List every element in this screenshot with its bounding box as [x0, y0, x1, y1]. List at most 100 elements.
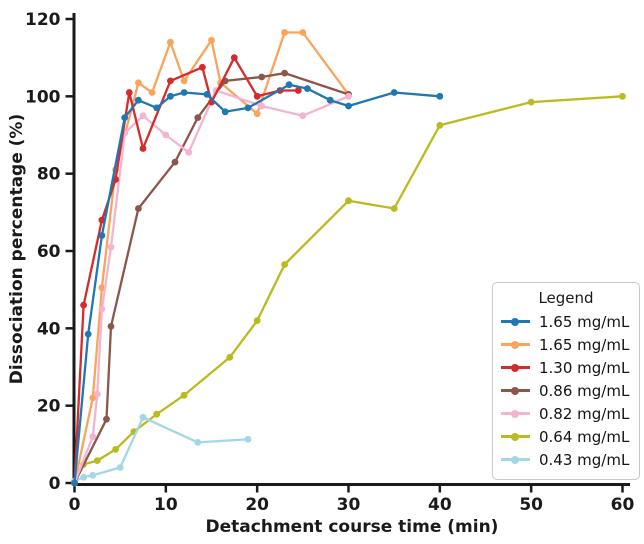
x-tick-label: 10	[154, 495, 178, 515]
series-line-4	[73, 89, 349, 484]
legend-swatch	[501, 455, 530, 465]
series-marker	[139, 413, 147, 421]
series-marker	[139, 112, 147, 120]
series-marker	[148, 89, 156, 96]
series-marker	[112, 446, 119, 453]
legend-item-6: 0.43 mg/mL	[493, 448, 639, 471]
series-marker	[167, 38, 174, 46]
legend-item-0: 1.65 mg/mL	[493, 310, 639, 333]
series-marker	[281, 261, 288, 268]
series-marker	[93, 457, 101, 464]
legend-swatch	[501, 386, 530, 396]
series-marker	[281, 29, 288, 36]
series-6	[71, 413, 252, 485]
series-marker	[326, 96, 334, 104]
series-marker	[125, 89, 133, 96]
series-marker	[98, 232, 106, 239]
legend-swatch-dot	[511, 455, 519, 464]
x-tick-label: 40	[428, 495, 452, 515]
series-marker	[180, 77, 188, 85]
series-marker	[185, 149, 193, 156]
series-3	[71, 69, 352, 487]
legend-item-1: 1.65 mg/mL	[493, 333, 639, 356]
series-marker	[194, 439, 202, 446]
series-marker	[103, 415, 110, 423]
legend-item-label: 0.86 mg/mL	[539, 381, 630, 400]
y-tick-label: 80	[37, 165, 61, 185]
legend-rows: 1.65 mg/mL 1.65 mg/mL 1.30 mg/mL 0.86 mg/mL…	[493, 310, 639, 471]
series-0	[71, 81, 444, 487]
x-tick-label: 20	[245, 495, 269, 515]
y-tick-label: 60	[37, 242, 61, 262]
series-marker	[107, 243, 115, 251]
legend-swatch	[501, 363, 530, 373]
legend-swatch-dot	[511, 432, 519, 441]
series-marker	[167, 77, 174, 85]
series-marker	[285, 81, 293, 89]
series-marker	[299, 112, 307, 120]
series-marker	[71, 479, 78, 487]
y-axis-title: Dissociation percentage (%)	[7, 114, 27, 384]
series-marker	[89, 471, 97, 479]
series-marker	[619, 92, 626, 100]
series-marker	[345, 92, 352, 100]
series-marker	[135, 79, 142, 87]
series-marker	[253, 110, 261, 118]
series-marker	[80, 473, 87, 481]
y-tick-label: 100	[25, 87, 61, 107]
series-line-6	[74, 416, 249, 483]
legend-swatch	[501, 317, 530, 327]
series-marker	[244, 435, 252, 443]
series-marker	[436, 92, 444, 100]
x-tick-label: 30	[337, 495, 361, 515]
series-marker	[98, 284, 106, 292]
series-marker	[244, 104, 252, 112]
series-marker	[84, 330, 92, 338]
legend-swatch-dot	[511, 386, 519, 395]
series-marker	[294, 87, 302, 94]
legend-item-2: 1.30 mg/mL	[493, 356, 639, 379]
legend: Legend 1.65 mg/mL 1.65 mg/mL 1.30 mg/mL 0.8…	[492, 282, 640, 480]
series-marker	[258, 102, 266, 110]
y-tick-label: 20	[37, 397, 61, 417]
series-marker	[258, 73, 266, 81]
series-line-1	[73, 31, 350, 484]
series-4	[71, 87, 352, 487]
series-marker	[345, 197, 352, 205]
legend-item-label: 1.65 mg/mL	[539, 335, 630, 354]
series-marker	[199, 63, 206, 71]
series-marker	[390, 205, 398, 212]
series-marker	[93, 390, 101, 398]
series-marker	[304, 85, 311, 92]
legend-item-label: 0.82 mg/mL	[539, 404, 630, 423]
legend-item-label: 1.30 mg/mL	[539, 358, 630, 377]
series-marker	[180, 89, 188, 96]
series-marker	[153, 104, 161, 112]
x-axis-title: Detachment course time (min)	[206, 517, 499, 537]
y-tick-label: 40	[37, 319, 61, 339]
series-marker	[203, 91, 211, 98]
series-marker	[167, 92, 174, 100]
legend-swatch-dot	[511, 317, 519, 326]
series-marker	[253, 317, 261, 324]
y-tick-label: 120	[25, 10, 61, 30]
series-marker	[80, 301, 87, 309]
series-marker	[139, 145, 147, 152]
legend-title: Legend	[538, 289, 594, 307]
y-tick-label: 0	[49, 474, 61, 494]
series-marker	[253, 92, 261, 100]
legend-item-4: 0.82 mg/mL	[493, 402, 639, 425]
series-marker	[208, 36, 215, 44]
series-marker	[527, 98, 535, 106]
legend-item-label: 0.43 mg/mL	[539, 450, 630, 469]
series-marker	[345, 102, 352, 110]
legend-swatch	[501, 340, 530, 350]
series-marker	[135, 96, 142, 104]
series-marker	[221, 108, 229, 116]
x-tick-label: 60	[611, 495, 635, 515]
series-marker	[89, 394, 97, 402]
series-marker	[180, 391, 188, 399]
series-marker	[89, 433, 97, 440]
